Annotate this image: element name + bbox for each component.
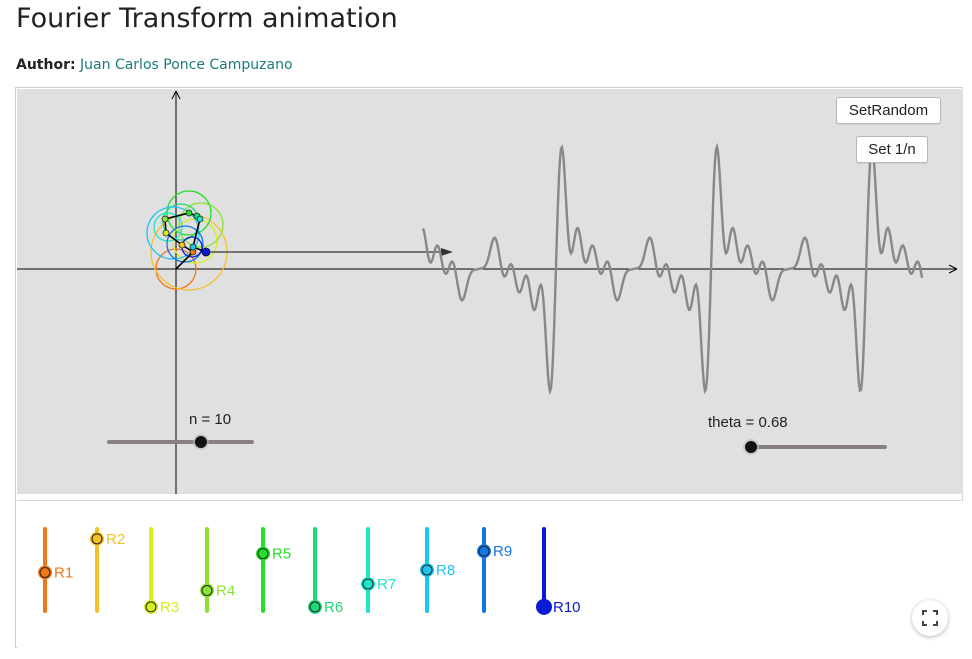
wave-curve: [421, 142, 924, 396]
epicycle-joint: [161, 215, 169, 223]
set-random-button[interactable]: SetRandom: [836, 97, 941, 124]
tracing-point: [201, 247, 211, 257]
radius-slider-handle-ring: [478, 545, 490, 557]
radius-slider-handle-ring: [362, 578, 374, 590]
epicycle-circle: [155, 248, 197, 290]
radius-slider-handle-ring: [421, 564, 433, 576]
radius-sliders-canvas[interactable]: R1 R2 R3 R4 R5 R6 R7 R8 R9 R10: [17, 501, 963, 648]
radius-slider-r7[interactable]: R7: [361, 527, 396, 613]
radius-slider-label: R9: [493, 543, 512, 560]
author-link[interactable]: Juan Carlos Ponce Campuzano: [80, 57, 293, 73]
radius-slider-handle-ring: [309, 601, 321, 613]
radius-slider-r1[interactable]: R1: [38, 527, 73, 613]
radius-slider-label: R7: [377, 576, 396, 593]
radius-slider-handle-ring: [39, 566, 51, 578]
radius-slider-handle-ring: [257, 548, 269, 560]
coordinate-axes: [17, 90, 958, 494]
epicycle-joint: [178, 241, 186, 249]
radius-slider-r8[interactable]: R8: [420, 527, 455, 613]
epicycle-joint: [162, 229, 170, 237]
epicycle-joint: [196, 215, 204, 223]
author-line: Author: Juan Carlos Ponce Campuzano: [16, 57, 293, 73]
page-title: Fourier Transform animation: [16, 3, 398, 34]
n-slider-label: n = 10: [189, 411, 232, 428]
radius-slider-handle-ring: [201, 585, 213, 596]
fullscreen-icon: [922, 610, 938, 626]
epicycle-joint: [189, 243, 197, 251]
radius-slider-label: R8: [436, 562, 455, 579]
set-inverse-n-button[interactable]: Set 1/n: [856, 136, 928, 163]
radius-slider-r6[interactable]: R6: [308, 527, 343, 616]
graphics-sliders: [107, 434, 887, 455]
radius-slider-r3[interactable]: R3: [144, 527, 179, 616]
epicycle-circles: [146, 190, 453, 291]
radius-slider-r4[interactable]: R4: [200, 527, 235, 613]
radius-slider-r10[interactable]: R10: [536, 527, 581, 616]
epicycle-circle: [166, 225, 204, 263]
radius-slider-label: R3: [160, 599, 179, 616]
projection-arrow: [441, 248, 453, 256]
radius-slider-r5[interactable]: R5: [256, 527, 291, 613]
n-slider-handle: [194, 436, 207, 448]
radius-slider-label: R5: [272, 546, 291, 563]
y-axis-arrow: [171, 90, 181, 100]
radius-slider-handle-ring: [145, 601, 157, 613]
radius-slider-label: R6: [324, 599, 343, 616]
radius-slider-panel: R1 R2 R3 R4 R5 R6 R7 R8 R9 R10: [17, 500, 963, 648]
graphics-canvas[interactable]: [17, 89, 963, 494]
epicycle-circle: [178, 202, 224, 248]
fullscreen-button[interactable]: [912, 600, 948, 636]
radius-slider-handle-ring: [91, 533, 103, 545]
graphics-view[interactable]: SetRandom Set 1/n n = 10 theta = 0.68: [17, 89, 963, 494]
radius-slider-label: R1: [54, 564, 73, 581]
epicycle-circle: [153, 212, 183, 242]
radius-slider-r9[interactable]: R9: [477, 527, 512, 613]
geogebra-applet: SetRandom Set 1/n n = 10 theta = 0.68 R1…: [15, 87, 963, 648]
radius-slider-label: R10: [553, 599, 581, 616]
epicycle-joint: [185, 209, 193, 217]
radius-slider-label: R4: [216, 583, 235, 600]
radius-slider-r2[interactable]: R2: [90, 527, 125, 613]
theta-slider-handle: [745, 441, 757, 453]
author-label: Author:: [16, 57, 76, 73]
radius-slider-handle: [536, 598, 552, 615]
theta-slider-label: theta = 0.68: [708, 414, 788, 431]
x-axis-arrow: [948, 264, 958, 274]
fourier-wave: [421, 142, 924, 396]
radius-slider-label: R2: [106, 531, 125, 548]
epicycle-chain: [164, 212, 207, 270]
